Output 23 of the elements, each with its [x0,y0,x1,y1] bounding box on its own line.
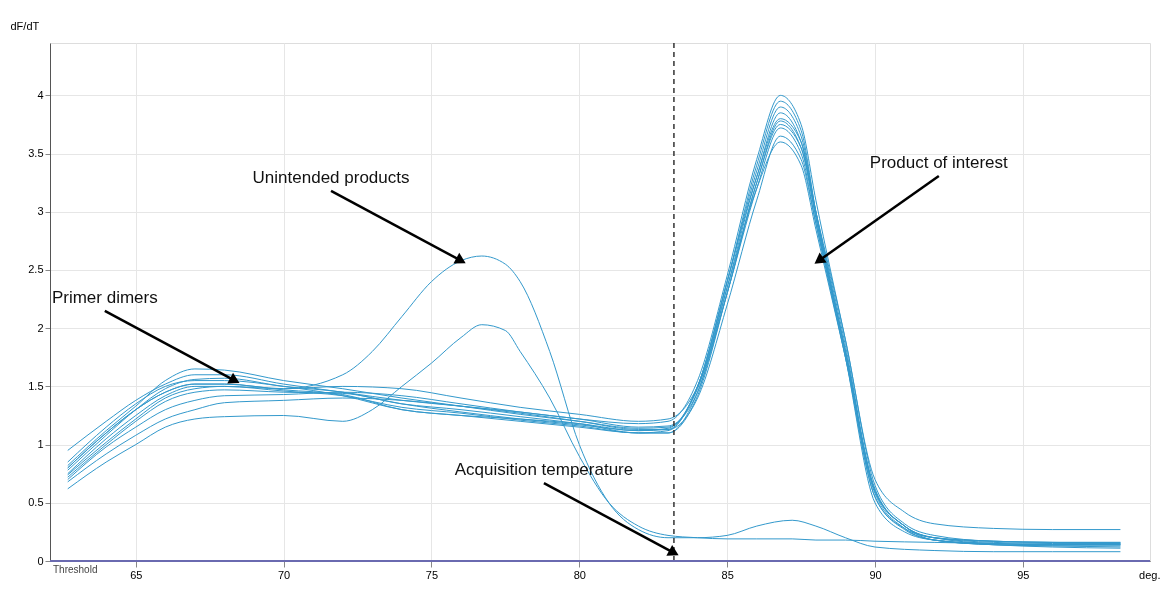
x-tick-label: 70 [277,568,291,581]
y-tick-label: 3.5 [28,147,44,160]
y-tick-label: 3 [37,205,44,218]
annotation: Unintended products [252,167,410,187]
annotation: Primer dimers [51,287,158,307]
y-axis-title: dF/dT [10,19,40,32]
y-tick-label: 1 [37,438,44,451]
x-tick-label: 90 [869,568,882,581]
x-tick-label: 95 [1017,568,1030,581]
y-tick-label: 0.5 [28,496,44,509]
x-tick-label: 80 [573,568,586,581]
x-tick-label: 65 [130,568,143,581]
annotation: Product of interest [869,153,1009,172]
annotation: Acquisition temperature [454,460,634,480]
ref-line-label: Threshold [53,564,98,575]
x-tick-label: 85 [721,568,734,581]
y-tick-label: 0 [37,554,44,567]
y-tick-label: 1.5 [28,379,44,392]
x-tick-label: 75 [425,568,439,581]
x-axis-title: deg. [1139,568,1161,581]
y-tick-label: 2.5 [28,263,44,276]
y-tick-label: 4 [37,88,44,101]
y-tick-label: 2 [37,321,44,334]
